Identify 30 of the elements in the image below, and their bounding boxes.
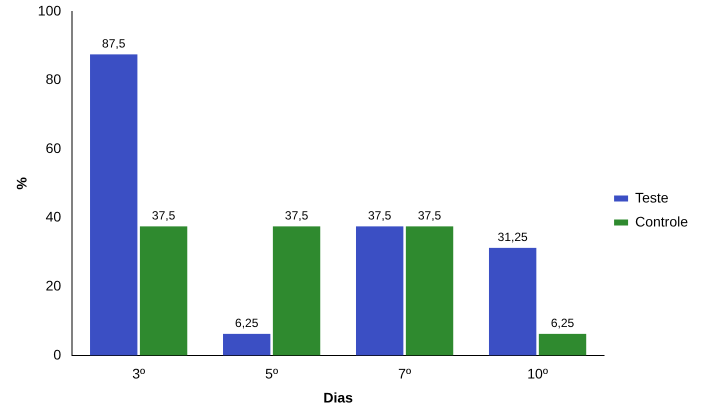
x-tick-label: 10º xyxy=(527,366,548,382)
x-tick-label: 7º xyxy=(398,366,412,382)
y-tick-label: 100 xyxy=(38,2,62,18)
bar xyxy=(488,248,536,356)
data-label: 31,25 xyxy=(498,230,528,244)
x-tick-label: 5º xyxy=(265,366,278,382)
y-tick-label: 0 xyxy=(53,346,62,362)
data-label: 87,5 xyxy=(102,36,126,51)
bar xyxy=(90,54,138,356)
data-label: 6,25 xyxy=(550,316,575,330)
y-tick-label: 80 xyxy=(46,71,62,88)
legend-label: Teste xyxy=(635,189,669,206)
data-label: 6,25 xyxy=(235,316,259,330)
y-tick-label: 60 xyxy=(46,140,62,156)
y-axis-title: % xyxy=(13,176,30,190)
data-label: 37,5 xyxy=(152,208,176,223)
bar xyxy=(223,334,270,356)
y-tick-label: 40 xyxy=(46,208,62,225)
bar xyxy=(356,226,404,356)
y-tick-label: 20 xyxy=(46,277,62,294)
bar xyxy=(272,226,320,356)
bar xyxy=(140,226,188,356)
data-label: 37,5 xyxy=(418,208,442,223)
bar xyxy=(538,334,586,356)
x-axis-title: Dias xyxy=(323,389,354,406)
data-label: 37,5 xyxy=(284,208,309,223)
data-label: 37,5 xyxy=(368,208,392,223)
bar xyxy=(406,226,454,356)
legend-label: Controle xyxy=(635,213,688,230)
x-tick-label: 3º xyxy=(132,366,146,382)
